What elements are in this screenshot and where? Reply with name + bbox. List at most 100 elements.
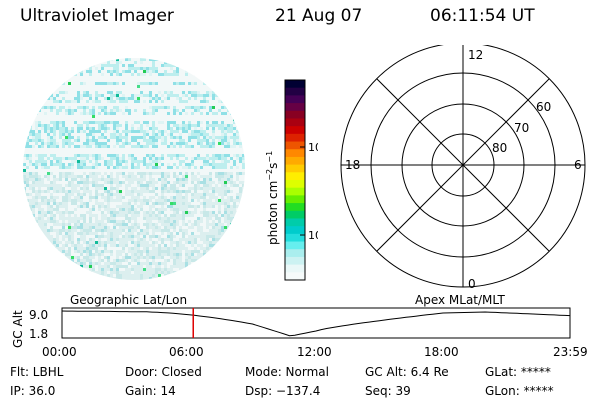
uv-pixel bbox=[227, 223, 230, 226]
uv-pixel bbox=[245, 247, 248, 250]
uv-pixel bbox=[53, 214, 56, 217]
uv-pixel bbox=[50, 193, 53, 196]
uv-pixel bbox=[137, 214, 140, 217]
uv-pixel bbox=[212, 97, 215, 100]
uv-pixel bbox=[245, 262, 248, 265]
uv-pixel bbox=[125, 223, 128, 226]
uv-pixel bbox=[83, 262, 86, 265]
uv-pixel bbox=[29, 202, 32, 205]
uv-pixel bbox=[146, 247, 149, 250]
uv-pixel bbox=[218, 208, 221, 211]
uv-pixel bbox=[218, 283, 221, 285]
uv-pixel bbox=[191, 163, 194, 166]
uv-pixel bbox=[242, 172, 245, 175]
uv-pixel bbox=[191, 241, 194, 244]
uv-pixel bbox=[71, 160, 74, 163]
uv-pixel bbox=[197, 265, 200, 268]
uv-pixel bbox=[137, 145, 140, 148]
uv-pixel bbox=[23, 232, 26, 235]
uv-pixel bbox=[143, 187, 146, 190]
uv-pixel bbox=[74, 97, 77, 100]
uv-pixel bbox=[131, 232, 134, 235]
uv-pixel bbox=[143, 67, 146, 70]
uv-pixel bbox=[38, 130, 41, 133]
uv-pixel bbox=[116, 157, 119, 160]
uv-pixel bbox=[80, 175, 83, 178]
uv-pixel bbox=[239, 250, 242, 253]
uv-pixel bbox=[140, 271, 143, 274]
uv-pixel bbox=[110, 172, 113, 175]
uv-pixel bbox=[200, 238, 203, 241]
uv-pixel bbox=[65, 55, 68, 58]
uv-pixel bbox=[242, 124, 245, 127]
uv-pixel bbox=[35, 262, 38, 265]
uv-pixel bbox=[104, 277, 107, 280]
uv-pixel bbox=[29, 232, 32, 235]
uv-pixel bbox=[119, 193, 122, 196]
uv-pixel bbox=[89, 229, 92, 232]
uv-pixel bbox=[200, 175, 203, 178]
colorbar-cell bbox=[285, 87, 305, 96]
uv-pixel bbox=[80, 232, 83, 235]
uv-pixel bbox=[236, 109, 239, 112]
colorbar-cell bbox=[285, 187, 305, 196]
uv-pixel bbox=[152, 139, 155, 142]
uv-pixel bbox=[218, 241, 221, 244]
uv-pixel bbox=[149, 196, 152, 199]
uv-pixel bbox=[116, 172, 119, 175]
uv-pixel bbox=[128, 97, 131, 100]
uv-pixel bbox=[44, 271, 47, 274]
uv-pixel bbox=[173, 247, 176, 250]
uv-pixel bbox=[230, 205, 233, 208]
uv-pixel bbox=[131, 172, 134, 175]
uv-pixel bbox=[98, 106, 101, 109]
uv-pixel bbox=[170, 166, 173, 169]
uv-pixel bbox=[134, 61, 137, 64]
uv-pixel bbox=[59, 166, 62, 169]
uv-pixel bbox=[101, 202, 104, 205]
uv-pixel bbox=[59, 163, 62, 166]
uv-pixel bbox=[29, 106, 32, 109]
uv-pixel bbox=[47, 142, 50, 145]
uv-pixel bbox=[200, 274, 203, 277]
uv-pixel bbox=[149, 163, 152, 166]
uv-pixel bbox=[203, 211, 206, 214]
uv-pixel bbox=[188, 187, 191, 190]
uv-pixel bbox=[221, 70, 224, 73]
uv-pixel bbox=[167, 271, 170, 274]
uv-pixel bbox=[23, 250, 26, 253]
timeline-ytick-9: 9.0 bbox=[29, 308, 48, 322]
uv-pixel bbox=[182, 160, 185, 163]
uv-pixel bbox=[167, 58, 170, 61]
uv-pixel bbox=[50, 229, 53, 232]
uv-pixel bbox=[167, 73, 170, 76]
uv-pixel bbox=[221, 271, 224, 274]
uv-pixel bbox=[80, 280, 83, 283]
uv-pixel bbox=[236, 82, 239, 85]
uv-pixel bbox=[23, 142, 26, 145]
uv-bright-pixel bbox=[68, 82, 71, 85]
uv-pixel bbox=[188, 121, 191, 124]
uv-pixel bbox=[236, 166, 239, 169]
uv-pixel bbox=[68, 223, 71, 226]
uv-pixel bbox=[182, 100, 185, 103]
uv-pixel bbox=[53, 163, 56, 166]
uv-pixel bbox=[242, 184, 245, 187]
uv-pixel bbox=[152, 136, 155, 139]
uv-pixel bbox=[35, 226, 38, 229]
uv-pixel bbox=[23, 82, 26, 85]
uv-pixel bbox=[20, 82, 23, 85]
uv-pixel bbox=[239, 244, 242, 247]
uv-pixel bbox=[74, 67, 77, 70]
uv-pixel bbox=[191, 160, 194, 163]
uv-pixel bbox=[23, 277, 26, 280]
uv-pixel bbox=[86, 106, 89, 109]
uv-pixel bbox=[56, 58, 59, 61]
uv-pixel bbox=[62, 121, 65, 124]
uv-pixel bbox=[179, 64, 182, 67]
uv-pixel bbox=[29, 271, 32, 274]
uv-pixel bbox=[77, 67, 80, 70]
uv-pixel bbox=[95, 163, 98, 166]
uv-pixel bbox=[80, 226, 83, 229]
uv-pixel bbox=[176, 217, 179, 220]
